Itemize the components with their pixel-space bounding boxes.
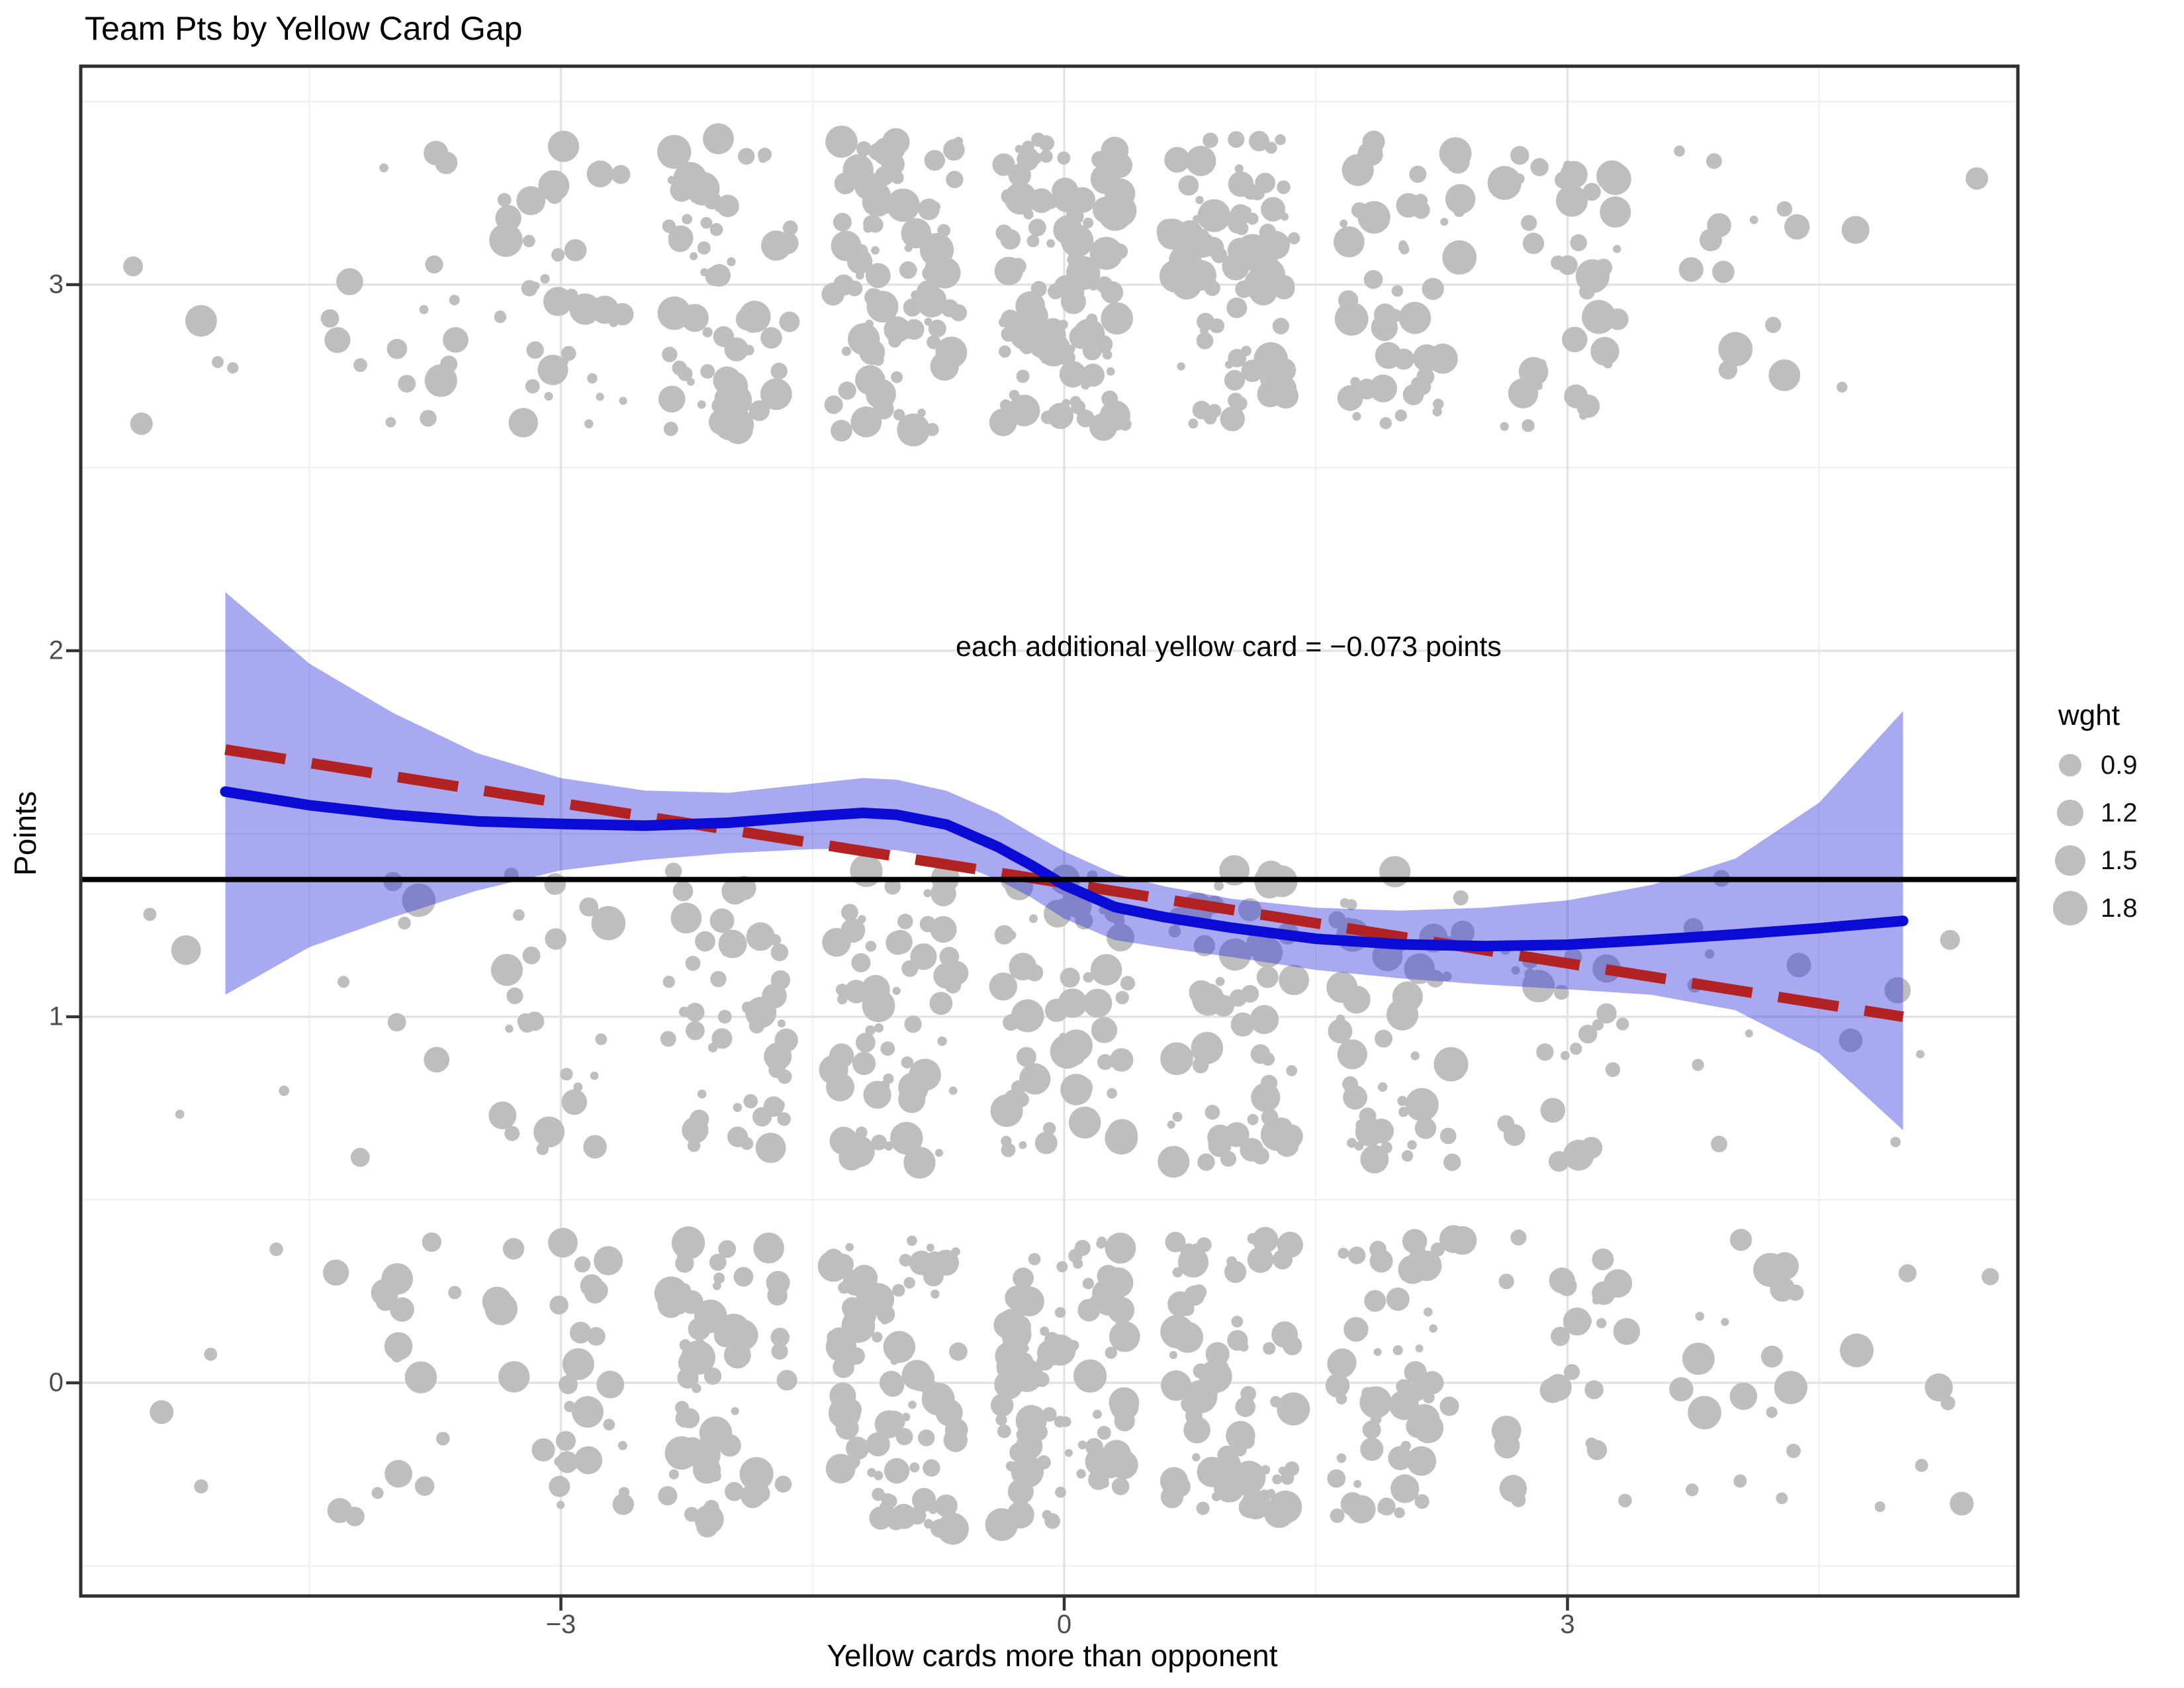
linear-fit-line bbox=[224, 744, 1904, 1022]
legend-point-icon bbox=[2049, 891, 2091, 925]
grid-minor bbox=[81, 66, 2018, 1596]
y-tick-label-3: 3 bbox=[48, 269, 64, 299]
panel-border bbox=[79, 64, 2020, 1598]
chart-title: Team Pts by Yellow Card Gap bbox=[85, 10, 523, 47]
legend-items: 0.9 1.2 1.5 1.8 bbox=[2049, 741, 2181, 932]
legend-swatch-circle bbox=[2057, 800, 2083, 826]
legend-item-1.8: 1.8 bbox=[2049, 884, 2181, 932]
legend-point-icon bbox=[2049, 754, 2091, 776]
legend-item-1.5: 1.5 bbox=[2049, 837, 2181, 884]
y-tick-label-0: 0 bbox=[48, 1368, 64, 1397]
legend-title: wght bbox=[2058, 699, 2120, 731]
legend-item-label: 1.2 bbox=[2101, 798, 2138, 827]
ci-ribbon bbox=[225, 592, 1903, 1131]
legend-item-label: 1.5 bbox=[2101, 845, 2138, 875]
y-tick-label-1: 1 bbox=[48, 1002, 64, 1031]
axis-ticks bbox=[66, 283, 1569, 1611]
x-tick-label-0: 0 bbox=[1056, 1610, 1072, 1639]
y-tick-label-2: 2 bbox=[48, 635, 64, 665]
legend-item-label: 0.9 bbox=[2101, 750, 2138, 780]
scatter-points bbox=[123, 123, 1999, 1545]
y-axis-title: Points bbox=[8, 791, 42, 876]
legend-point-icon bbox=[2049, 845, 2091, 876]
legend-item-1.2: 1.2 bbox=[2049, 789, 2181, 837]
x-tick-label-−3: −3 bbox=[545, 1610, 576, 1639]
size-legend: wght 0.9 1.2 1.5 1.8 bbox=[2049, 699, 2181, 932]
legend-item-0.9: 0.9 bbox=[2049, 741, 2181, 789]
legend-swatch-circle bbox=[2055, 845, 2085, 876]
loess-line bbox=[220, 786, 1909, 952]
legend-point-icon bbox=[2049, 800, 2091, 826]
legend-swatch-circle bbox=[2053, 891, 2087, 925]
slope-annotation: each additional yellow card = −0.073 poi… bbox=[956, 631, 1502, 663]
x-tick-label-3: 3 bbox=[1560, 1610, 1575, 1639]
legend-item-label: 1.8 bbox=[2101, 893, 2138, 923]
x-axis-title: Yellow cards more than opponent bbox=[827, 1638, 1278, 1673]
legend-swatch-circle bbox=[2059, 754, 2081, 776]
